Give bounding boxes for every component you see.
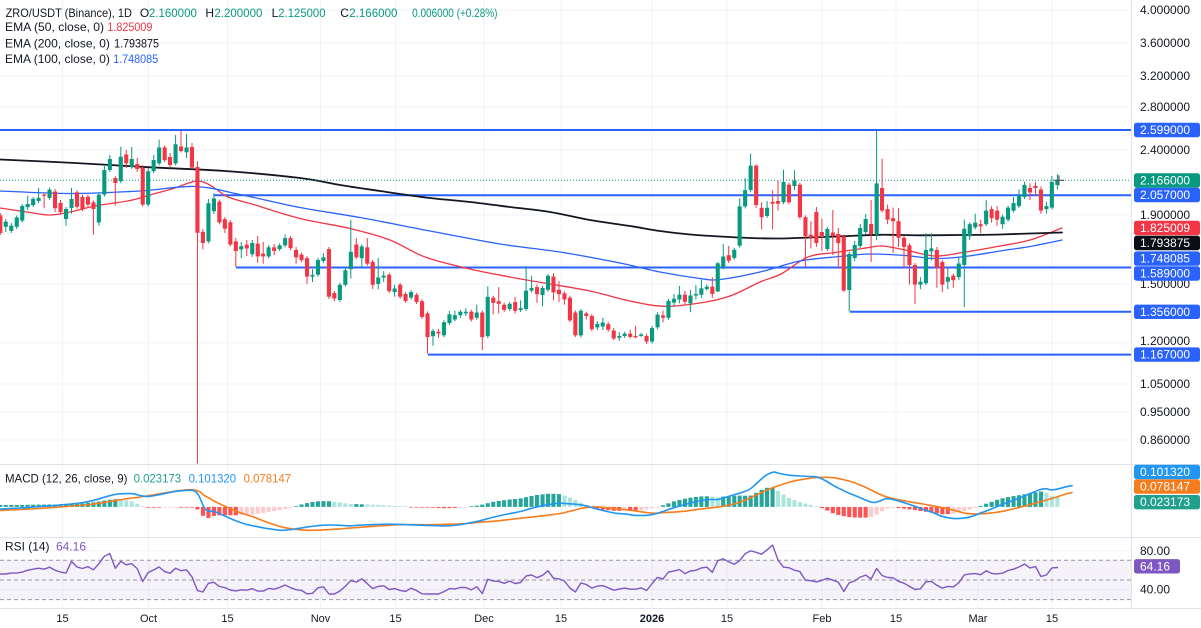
svg-text:1.589000: 1.589000	[1140, 267, 1190, 281]
svg-text:2026: 2026	[640, 613, 664, 625]
svg-text:15: 15	[721, 613, 733, 625]
svg-text:1.793875: 1.793875	[1140, 236, 1190, 250]
svg-text:15: 15	[890, 613, 902, 625]
svg-text:1.748085: 1.748085	[113, 52, 158, 66]
svg-text:L: L	[272, 6, 279, 20]
svg-text:EMA (200, close, 0): EMA (200, close, 0)	[5, 36, 110, 50]
svg-text:Nov: Nov	[311, 613, 331, 625]
svg-text:64.16: 64.16	[1140, 559, 1170, 573]
svg-text:0.078147: 0.078147	[244, 472, 292, 486]
svg-text:EMA (100, close, 0): EMA (100, close, 0)	[5, 52, 110, 66]
svg-text:1.825009: 1.825009	[1140, 221, 1190, 235]
svg-text:0.950000: 0.950000	[1140, 405, 1190, 419]
svg-text:Mar: Mar	[969, 613, 988, 625]
svg-text:15: 15	[1046, 613, 1058, 625]
svg-text:1.356000: 1.356000	[1140, 305, 1190, 319]
svg-text:0.078147: 0.078147	[1140, 480, 1190, 494]
svg-text:4.000000: 4.000000	[1140, 3, 1190, 17]
svg-text:2.166000: 2.166000	[349, 6, 398, 20]
svg-text:MACD (12, 26, close, 9): MACD (12, 26, close, 9)	[5, 472, 127, 486]
svg-text:C: C	[340, 6, 349, 20]
svg-text:15: 15	[389, 613, 401, 625]
svg-text:40.00: 40.00	[1140, 583, 1170, 597]
svg-text:Dec: Dec	[474, 613, 494, 625]
svg-text:0.006000 (+0.28%): 0.006000 (+0.28%)	[412, 6, 497, 20]
svg-text:1.825009: 1.825009	[107, 20, 152, 34]
svg-text:2.166000: 2.166000	[1140, 174, 1190, 188]
svg-text:3.200000: 3.200000	[1140, 69, 1190, 83]
svg-text:2.800000: 2.800000	[1140, 100, 1190, 114]
svg-text:ZRO/USDT (Binance), 1D: ZRO/USDT (Binance), 1D	[6, 6, 133, 20]
svg-text:1.900000: 1.900000	[1140, 208, 1190, 222]
svg-text:2.125000: 2.125000	[278, 6, 325, 20]
svg-text:Oct: Oct	[140, 613, 157, 625]
svg-text:0.023173: 0.023173	[1140, 495, 1190, 509]
svg-text:1.748085: 1.748085	[1140, 252, 1190, 266]
svg-text:O: O	[140, 6, 149, 20]
svg-text:15: 15	[56, 613, 68, 625]
svg-text:1.793875: 1.793875	[114, 36, 159, 50]
svg-text:2.200000: 2.200000	[214, 6, 262, 20]
svg-text:0.101320: 0.101320	[1140, 465, 1190, 479]
svg-text:RSI (14): RSI (14)	[5, 540, 50, 554]
svg-text:0.101320: 0.101320	[189, 472, 237, 486]
svg-text:64.16: 64.16	[56, 540, 86, 554]
svg-text:0.860000: 0.860000	[1140, 433, 1190, 447]
svg-text:15: 15	[221, 613, 233, 625]
svg-text:0.023173: 0.023173	[134, 472, 182, 486]
svg-text:Feb: Feb	[813, 613, 832, 625]
svg-text:H: H	[205, 6, 214, 20]
svg-text:15: 15	[555, 613, 567, 625]
svg-text:2.599000: 2.599000	[1140, 123, 1190, 137]
svg-text:2.400000: 2.400000	[1140, 143, 1190, 157]
svg-text:80.00: 80.00	[1140, 544, 1170, 558]
svg-text:1.200000: 1.200000	[1140, 334, 1190, 348]
svg-text:EMA (50, close, 0): EMA (50, close, 0)	[5, 20, 104, 34]
svg-text:2.160000: 2.160000	[149, 6, 197, 20]
svg-text:1.167000: 1.167000	[1140, 348, 1190, 362]
svg-text:1.050000: 1.050000	[1140, 377, 1190, 391]
svg-text:3.600000: 3.600000	[1140, 36, 1190, 50]
svg-text:2.057000: 2.057000	[1140, 188, 1190, 202]
